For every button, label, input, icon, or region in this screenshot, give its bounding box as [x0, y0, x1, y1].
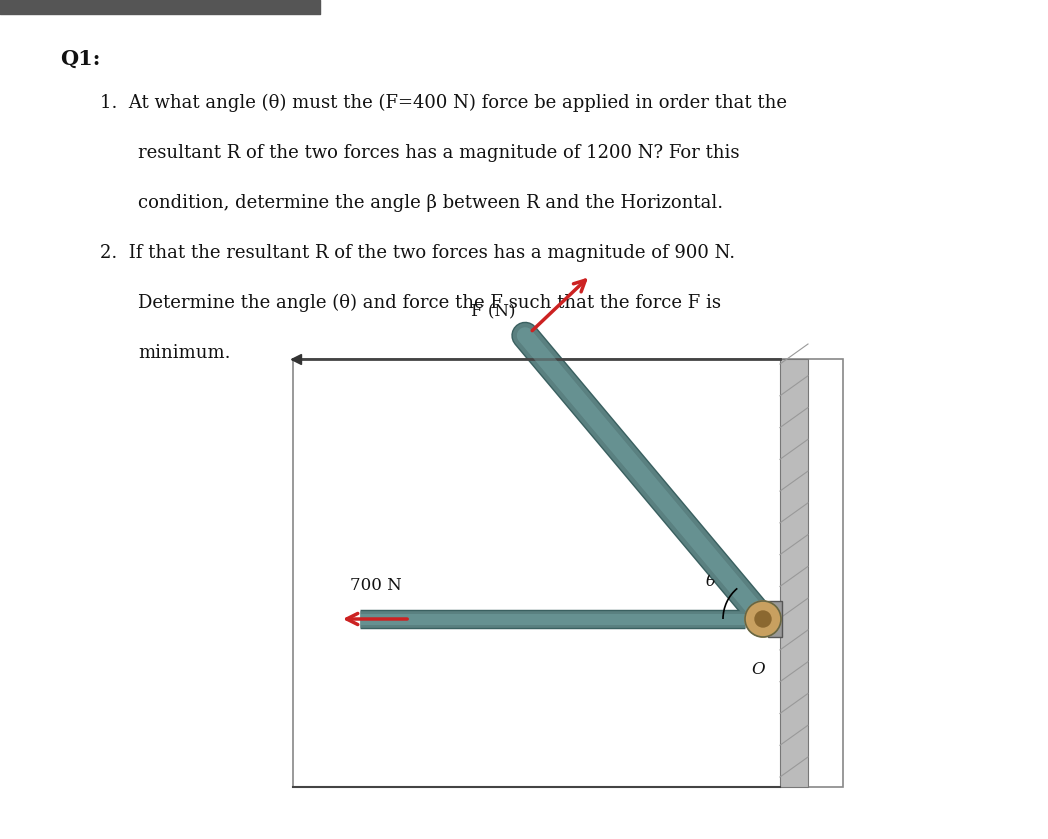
- Bar: [768, 601, 782, 637]
- Text: O: O: [751, 661, 765, 678]
- Text: 700 N: 700 N: [350, 577, 401, 594]
- Text: F (N): F (N): [471, 304, 516, 320]
- Text: Q1:: Q1:: [60, 49, 101, 69]
- Text: minimum.: minimum.: [138, 344, 231, 362]
- Circle shape: [745, 601, 781, 637]
- Text: θ: θ: [706, 572, 716, 590]
- Text: condition, determine the angle β between R and the Horizontal.: condition, determine the angle β between…: [138, 194, 723, 212]
- Text: 1.  At what angle (θ) must the (F=400 N) force be applied in order that the: 1. At what angle (θ) must the (F=400 N) …: [100, 94, 787, 112]
- Text: Determine the angle (θ) and force the F such that the force F is: Determine the angle (θ) and force the F …: [138, 294, 721, 312]
- Circle shape: [755, 611, 771, 627]
- Bar: [780, 359, 808, 787]
- Text: 2.  If that the resultant R of the two forces has a magnitude of 900 N.: 2. If that the resultant R of the two fo…: [100, 244, 735, 262]
- Bar: [293, 359, 843, 787]
- Text: resultant R of the two forces has a magnitude of 1200 N? For this: resultant R of the two forces has a magn…: [138, 144, 740, 162]
